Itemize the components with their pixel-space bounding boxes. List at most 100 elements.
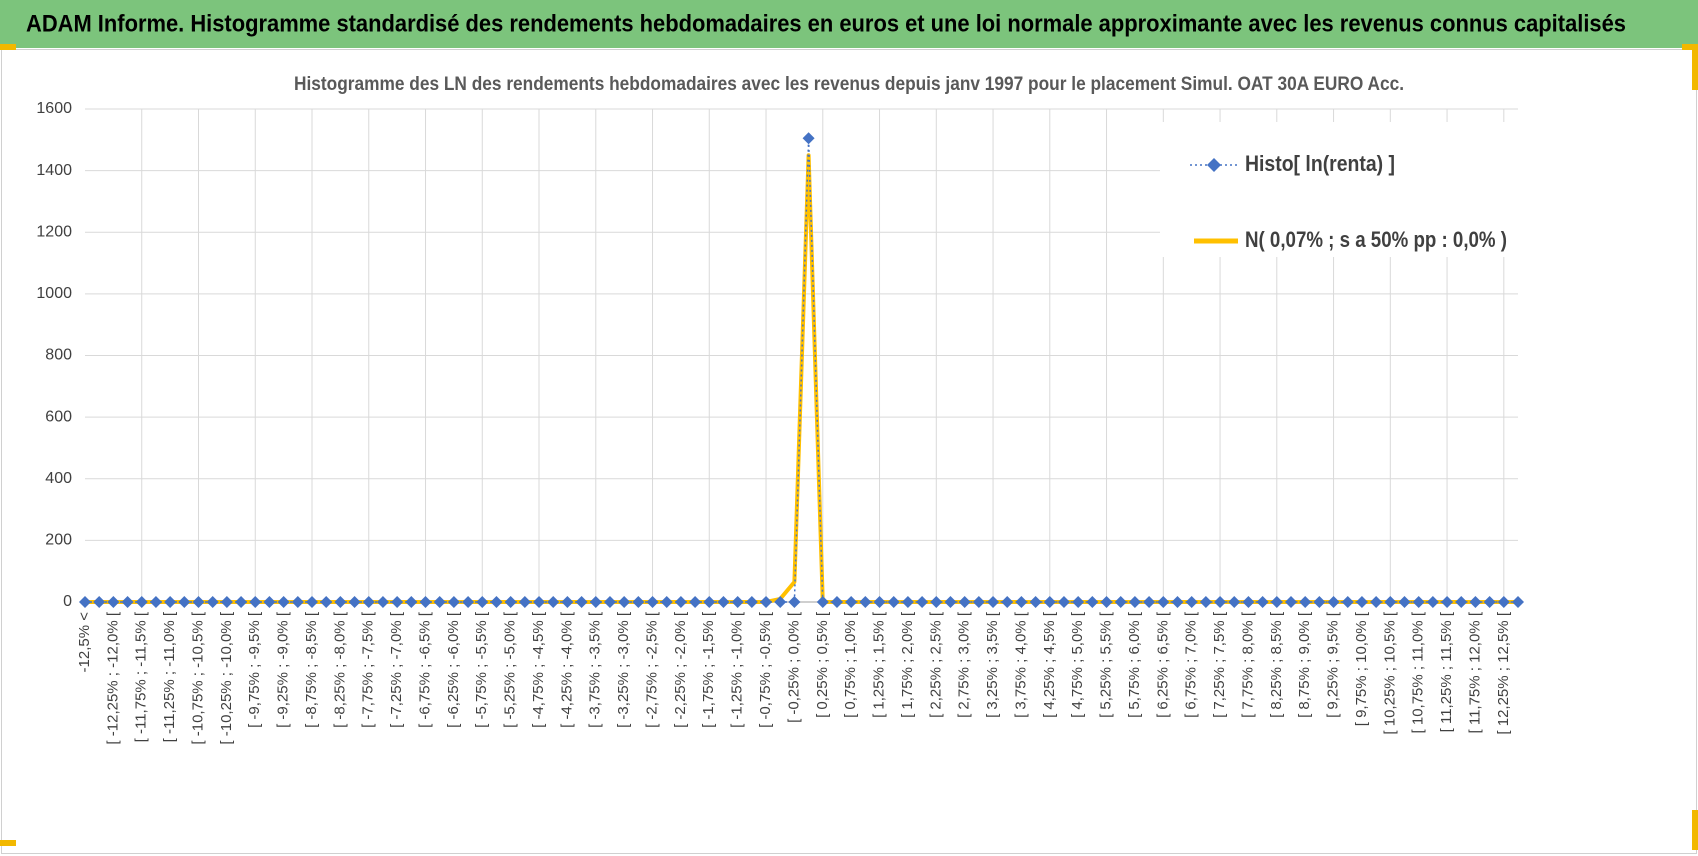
chart-title: Histogramme des LN des rendements hebdom…: [294, 74, 1404, 95]
data-point: [1398, 596, 1411, 608]
data-point: [1086, 596, 1099, 608]
x-tick-label: [ -1,75% ; -1,5% [: [700, 611, 717, 728]
legend-label: N( 0,07% ; s a 50% pp : 0,0% ): [1245, 227, 1507, 252]
x-tick-label: [ -1,25% ; -1,0% [: [729, 611, 746, 728]
data-point: [135, 596, 148, 608]
x-tick-label: [ -11,75% ; -11,5% [: [133, 611, 150, 742]
data-point: [972, 596, 985, 608]
x-tick-label: [ -3,25% ; -3,0% [: [615, 611, 632, 728]
data-point: [391, 596, 404, 608]
y-tick-label: 0: [63, 593, 72, 610]
data-point: [220, 596, 233, 608]
x-tick-label: [ 10,75% ; 11,0% [: [1410, 611, 1427, 733]
legend-marker: [1207, 158, 1221, 172]
legend-box: [1160, 122, 1520, 257]
x-tick-label: -12,5% <: [76, 612, 93, 673]
legend: Histo[ ln(renta) ] N( 0,07% ; s a 50% pp …: [1160, 122, 1520, 257]
x-tick-label: [ -5,75% ; -5,5% [: [473, 611, 490, 728]
x-tick-label: [ 4,75% ; 5,0% [: [1069, 611, 1086, 718]
data-point: [1299, 596, 1312, 608]
data-point: [674, 596, 687, 608]
data-point: [1313, 596, 1326, 608]
data-point: [916, 596, 929, 608]
data-point: [1483, 596, 1496, 608]
x-tick-label: [ -0,25% ; 0,0% [: [785, 611, 802, 723]
data-point: [320, 596, 333, 608]
corner-handle: [1692, 50, 1698, 90]
data-point: [1157, 596, 1170, 608]
data-point: [703, 596, 716, 608]
data-point: [731, 596, 744, 608]
data-point: [689, 596, 702, 608]
data-point: [1199, 596, 1212, 608]
x-tick-label: [ -5,25% ; -5,0% [: [502, 611, 519, 728]
data-point: [263, 596, 276, 608]
data-point: [1441, 596, 1454, 608]
x-tick-label: [ 10,25% ; 10,5% [: [1381, 611, 1398, 734]
x-tick-label: [ 1,75% ; 2,0% [: [899, 611, 916, 718]
data-point: [589, 596, 602, 608]
data-point: [1355, 596, 1368, 608]
data-point: [1128, 596, 1141, 608]
x-tick-label: [ -4,75% ; -4,5% [: [530, 611, 547, 728]
y-tick-label: 1600: [36, 100, 72, 117]
x-tick-label: [ -6,25% ; -6,0% [: [445, 611, 462, 728]
x-tick-label: [ 11,25% ; 11,5% [: [1438, 611, 1455, 732]
y-tick-label: 1200: [36, 223, 72, 240]
corner-handle: [1692, 810, 1698, 850]
x-tick-label: [ 7,75% ; 8,0% [: [1239, 611, 1256, 718]
y-tick-label: 400: [45, 470, 72, 487]
data-point: [1100, 596, 1113, 608]
header-bar: [0, 0, 1698, 48]
data-point: [1512, 596, 1524, 608]
data-point: [1284, 596, 1297, 608]
x-tick-label: [ -8,75% ; -8,5% [: [303, 611, 320, 728]
corner-handle: [0, 44, 16, 50]
data-point: [1001, 596, 1014, 608]
data-point: [1497, 596, 1510, 608]
data-point: [164, 596, 177, 608]
corner-handle: [0, 840, 16, 846]
data-point: [901, 596, 914, 608]
x-tick-label: [ 2,75% ; 3,0% [: [956, 611, 973, 718]
x-tick-label: [ 5,25% ; 5,5% [: [1098, 611, 1115, 718]
x-tick-label: [ 3,25% ; 3,5% [: [984, 611, 1001, 718]
data-point: [1114, 596, 1127, 608]
x-tick-label: [ 0,75% ; 1,0% [: [842, 611, 859, 718]
data-point: [249, 596, 262, 608]
data-point: [1015, 596, 1028, 608]
header-title: ADAM Informe. Histogramme standardisé de…: [26, 10, 1626, 37]
data-point: [93, 596, 106, 608]
data-point: [646, 596, 659, 608]
x-tick-label: [ -8,25% ; -8,0% [: [331, 611, 348, 728]
x-tick-label: [ -11,25% ; -11,0% [: [161, 611, 178, 742]
data-point: [1029, 596, 1042, 608]
data-point: [1242, 596, 1255, 608]
data-point: [121, 596, 134, 608]
x-tick-label: [ -10,75% ; -10,5% [: [189, 611, 206, 744]
data-point: [1412, 596, 1425, 608]
data-point: [745, 596, 758, 608]
legend-label: Histo[ ln(renta) ]: [1245, 151, 1395, 176]
data-point: [1072, 596, 1085, 608]
data-point: [419, 596, 432, 608]
x-tick-label: [ 3,75% ; 4,0% [: [1012, 611, 1029, 718]
x-tick-label: [ -10,25% ; -10,0% [: [218, 611, 235, 744]
corner-handle: [1682, 44, 1698, 50]
x-tick-label: [ 11,75% ; 12,0% [: [1466, 611, 1483, 733]
data-point: [1143, 596, 1156, 608]
data-point: [504, 596, 517, 608]
x-tick-label: [ 8,25% ; 8,5% [: [1268, 611, 1285, 718]
data-point: [618, 596, 631, 608]
data-point: [490, 596, 503, 608]
data-point: [845, 596, 858, 608]
data-point: [376, 596, 389, 608]
data-point: [930, 596, 943, 608]
data-point: [802, 132, 815, 145]
x-tick-label: [ 7,25% ; 7,5% [: [1211, 611, 1228, 718]
x-tick-label: [ -9,25% ; -9,0% [: [275, 611, 292, 728]
data-point: [1341, 596, 1354, 608]
data-point: [1270, 596, 1283, 608]
data-point: [788, 596, 801, 608]
data-point: [547, 596, 560, 608]
